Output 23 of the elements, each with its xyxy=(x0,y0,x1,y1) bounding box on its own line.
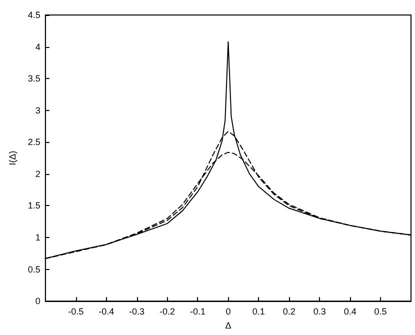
y-tick-label: 1 xyxy=(35,232,40,243)
x-tick-label: -0.3 xyxy=(129,306,145,317)
y-tick-label: 4 xyxy=(35,42,40,52)
x-axis-title: Δ xyxy=(225,320,232,330)
x-tick-label: 0.5 xyxy=(374,306,387,317)
x-tick-label: -0.1 xyxy=(190,306,206,317)
x-tick-label: 0.2 xyxy=(282,306,296,317)
y-tick-label: 2.5 xyxy=(28,137,40,148)
x-tick-label: 0.1 xyxy=(252,306,265,317)
x-tick-label: 0 xyxy=(226,306,231,317)
x-tick-label: 0.4 xyxy=(344,306,356,317)
y-tick-label: 0 xyxy=(35,296,40,306)
y-tick-label: 3.5 xyxy=(28,74,40,84)
x-tick-label: 0.3 xyxy=(313,306,326,317)
x-tick-label: -0.4 xyxy=(98,306,114,317)
y-tick-label: 3 xyxy=(35,105,40,116)
x-tick-label: -0.2 xyxy=(160,306,176,317)
y-axis-title: I(Δ) xyxy=(8,150,18,166)
x-tick-label: -0.5 xyxy=(68,306,84,317)
y-tick-label: 0.5 xyxy=(28,264,40,274)
y-tick-label: 4.5 xyxy=(28,10,40,20)
y-tick-label: 2 xyxy=(35,168,40,179)
y-tick-label: 1.5 xyxy=(28,200,40,211)
